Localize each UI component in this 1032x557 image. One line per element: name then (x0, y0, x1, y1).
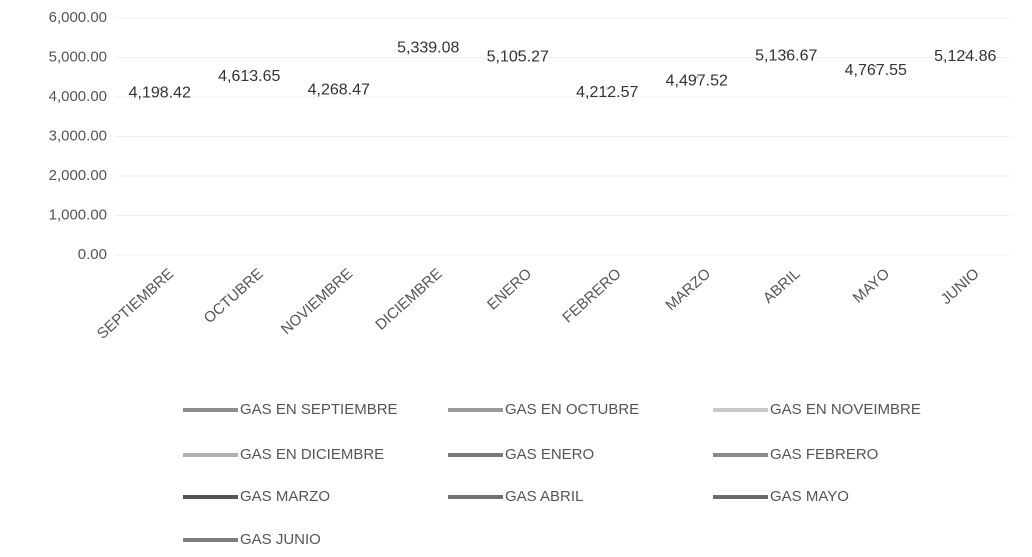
data-point (963, 51, 967, 55)
legend-label: GAS MAYO (770, 488, 849, 505)
data-label: 4,268.47 (308, 82, 370, 99)
x-tick-label: MAYO (850, 265, 893, 306)
y-tick-label: 0.00 (78, 246, 107, 263)
legend-label: GAS EN SEPTIEMBRE (240, 401, 398, 418)
data-point (784, 50, 788, 54)
x-tick-label: OCTUBRE (201, 265, 267, 327)
x-tick-label: ABRIL (760, 265, 804, 307)
data-label: 5,339.08 (397, 39, 459, 56)
legend-label: GAS JUNIO (240, 531, 321, 548)
y-tick-label: 4,000.00 (49, 88, 107, 105)
data-point (337, 84, 341, 88)
data-point (516, 51, 520, 55)
legend-label: GAS EN DICIEMBRE (240, 446, 384, 463)
data-point (247, 71, 251, 75)
data-label: 4,198.42 (129, 84, 191, 101)
data-label: 4,613.65 (218, 68, 280, 85)
x-tick-label: JUNIO (938, 265, 983, 308)
y-tick-label: 1,000.00 (49, 206, 107, 223)
y-tick-label: 6,000.00 (49, 9, 107, 26)
x-tick-label: NOVIEMBRE (278, 265, 356, 338)
data-label: 5,136.67 (755, 47, 817, 64)
data-point (605, 87, 609, 91)
data-point (158, 87, 162, 91)
data-label: 4,212.57 (576, 84, 638, 101)
data-label: 4,497.52 (666, 73, 728, 90)
x-tick-label: FEBRERO (559, 265, 624, 326)
legend-label: GAS EN OCTUBRE (505, 401, 639, 418)
data-point (695, 75, 699, 79)
y-tick-label: 2,000.00 (49, 167, 107, 184)
x-tick-label: DICIEMBRE (372, 265, 445, 333)
data-label: 5,105.27 (487, 49, 549, 66)
data-label: 4,767.55 (845, 62, 907, 79)
x-tick-label: MARZO (662, 265, 714, 314)
data-label: 5,124.86 (934, 48, 996, 65)
y-tick-label: 5,000.00 (49, 48, 107, 65)
legend-label: GAS ENERO (505, 446, 594, 463)
legend-label: GAS FEBRERO (770, 446, 878, 463)
legend-label: GAS ABRIL (505, 488, 583, 505)
x-tick-label: ENERO (484, 265, 535, 313)
legend-label: GAS MARZO (240, 488, 330, 505)
legend-label: GAS EN NOVEIMBRE (770, 401, 921, 418)
x-tick-label: SEPTIEMBRE (94, 265, 177, 342)
data-point (874, 65, 878, 69)
y-tick-label: 3,000.00 (49, 127, 107, 144)
data-point (426, 42, 430, 46)
